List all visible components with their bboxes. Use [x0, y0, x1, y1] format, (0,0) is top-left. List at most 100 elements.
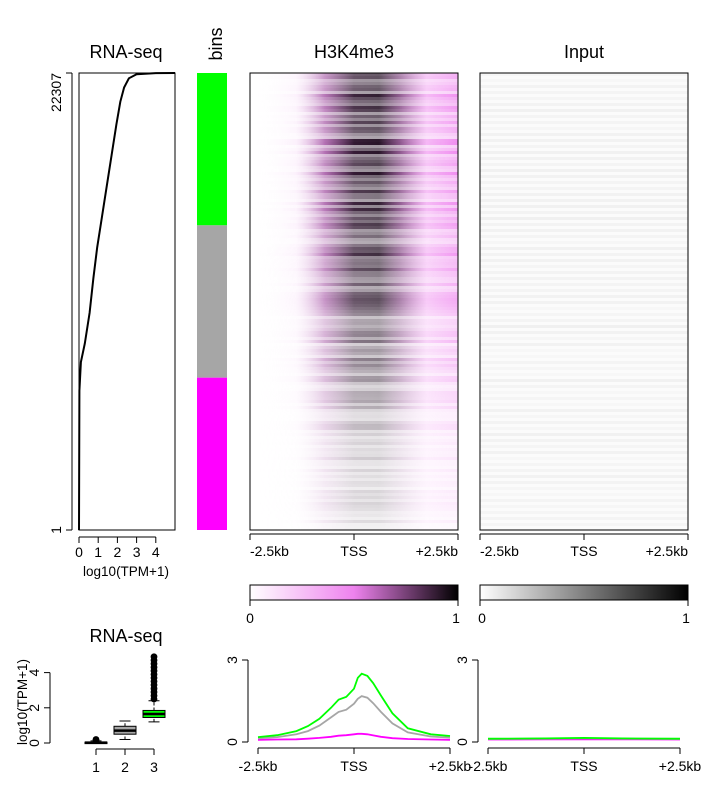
h3k4me3-heatmap-row — [250, 391, 458, 394]
input-heatmap-row — [480, 493, 688, 496]
h3k4me3-heatmap-row — [250, 355, 458, 358]
h3k4me3-heatmap-row — [250, 448, 458, 451]
input-heatmap-row — [480, 379, 688, 382]
input-heatmap-row — [480, 157, 688, 160]
h3k4me3-heatmap-row — [250, 79, 458, 82]
bins-title: bins — [206, 27, 226, 60]
h3k4me3-heatmap-row — [250, 388, 458, 391]
h3k4me3-heatmap-row — [250, 187, 458, 190]
input-heatmap-row — [480, 229, 688, 232]
h3k4me3-heatmap-row — [250, 457, 458, 460]
h3k4me3-heatmap-row — [250, 184, 458, 187]
input-heatmap-row — [480, 409, 688, 412]
h3k4me3-heatmap-row — [250, 172, 458, 175]
input-heatmap-row — [480, 187, 688, 190]
h3k4me3-heatmap-row — [250, 508, 458, 511]
input-heatmap-row — [480, 313, 688, 316]
input-x-tick-label: +2.5kb — [646, 543, 689, 559]
h3k4me3-heatmap-row — [250, 274, 458, 277]
h3k4me3-profile-panel: 0 3 -2.5kb TSS +2.5kb — [224, 656, 471, 774]
h3k4me3-heatmap-row — [250, 220, 458, 223]
h3k4me3-heatmap-row — [250, 262, 458, 265]
rna-seq-x-tick-label: 3 — [133, 544, 141, 560]
boxplot-title: RNA-seq — [89, 626, 162, 646]
box-outlier — [92, 736, 100, 743]
h3k4me3-heatmap-row — [250, 214, 458, 217]
h3k4me3-heatmap-rows — [250, 73, 458, 532]
input-heatmap-row — [480, 79, 688, 82]
boxplot-y-tick-label: 4 — [26, 668, 42, 676]
boxplot-x-tick-label: 2 — [121, 759, 129, 775]
h3k4me3-heatmap-row — [250, 229, 458, 232]
h3k4me3-heatmap-row — [250, 349, 458, 352]
input-heatmap-row — [480, 121, 688, 124]
input-heatmap-panel: Input -2.5kb TSS +2.5kb — [479, 42, 689, 559]
h3k4me3-heatmap-row — [250, 421, 458, 424]
h3k4me3-heatmap-row — [250, 244, 458, 247]
input-heatmap-row — [480, 361, 688, 364]
boxplot-x-tick-label: 1 — [92, 759, 100, 775]
h3k4me3-heatmap-row — [250, 205, 458, 208]
input-heatmap-row — [480, 91, 688, 94]
h3k4me3-heatmap-row — [250, 94, 458, 97]
h3k4me3-heatmap-row — [250, 442, 458, 445]
input-heatmap-row — [480, 277, 688, 280]
h3k4me3-heatmap-row — [250, 247, 458, 250]
h3k4me3-heatmap-row — [250, 133, 458, 136]
bin-3-bar — [197, 73, 227, 226]
h3k4me3-heatmap-row — [250, 91, 458, 94]
h3k4me3-heatmap-row — [250, 226, 458, 229]
h3k4me3-heatmap-row — [250, 280, 458, 283]
h3k4me3-colorbar-min: 0 — [246, 610, 254, 626]
h3k4me3-heatmap-row — [250, 265, 458, 268]
input-heatmap-row — [480, 133, 688, 136]
input-heatmap-row — [480, 97, 688, 100]
input-heatmap-row — [480, 439, 688, 442]
h3k4me3-heatmap-row — [250, 217, 458, 220]
input-heatmap-row — [480, 427, 688, 430]
h3k4me3-heatmap-row — [250, 283, 458, 286]
h3k4me3-heatmap-row — [250, 319, 458, 322]
h3k4me3-heatmap-row — [250, 142, 458, 145]
h3k4me3-heatmap-row — [250, 403, 458, 406]
rna-seq-y-tick-label: 22307 — [48, 73, 64, 112]
h3k4me3-heatmap-row — [250, 307, 458, 310]
h3k4me3-heatmap-row — [250, 136, 458, 139]
input-heatmap-row — [480, 403, 688, 406]
input-colorbar-max: 1 — [682, 610, 690, 626]
input-heatmap-row — [480, 127, 688, 130]
box-outlier — [150, 653, 158, 661]
h3k4me3-heatmap-row — [250, 406, 458, 409]
h3k4me3-heatmap-row — [250, 451, 458, 454]
h3k4me3-heatmap-row — [250, 433, 458, 436]
input-heatmap-row — [480, 367, 688, 370]
h3k4me3-heatmap-row — [250, 496, 458, 499]
input-heatmap-row — [480, 301, 688, 304]
h3k4me3-profile-x-tick-label: TSS — [340, 758, 367, 774]
h3k4me3-x-tick-label: -2.5kb — [250, 543, 289, 559]
h3k4me3-heatmap-row — [250, 232, 458, 235]
h3k4me3-heatmap-row — [250, 463, 458, 466]
h3k4me3-heatmap-row — [250, 412, 458, 415]
input-colorbar-gradient — [479, 584, 689, 601]
h3k4me3-heatmap-row — [250, 487, 458, 490]
h3k4me3-heatmap-row — [250, 178, 458, 181]
input-x-tick-label: TSS — [570, 543, 597, 559]
boxplot-x-axis: 1 2 3 — [92, 748, 158, 775]
h3k4me3-heatmap-row — [250, 460, 458, 463]
h3k4me3-heatmap-panel: H3K4me3 -2.5kb TSS +2.5kb — [249, 42, 459, 559]
input-profile-panel: 0 3 -2.5kb TSS +2.5kb — [454, 656, 701, 774]
rna-seq-x-tick-label: 1 — [94, 544, 102, 560]
h3k4me3-heatmap-row — [250, 289, 458, 292]
input-heatmap-row — [480, 451, 688, 454]
h3k4me3-heatmap-row — [250, 325, 458, 328]
h3k4me3-heatmap-row — [250, 112, 458, 115]
input-profile-lines — [487, 736, 681, 741]
h3k4me3-heatmap-row — [250, 223, 458, 226]
h3k4me3-heatmap-row — [250, 181, 458, 184]
h3k4me3-heatmap-row — [250, 484, 458, 487]
input-heatmap-row — [480, 271, 688, 274]
h3k4me3-heatmap-row — [250, 103, 458, 106]
h3k4me3-heatmap-row — [250, 439, 458, 442]
